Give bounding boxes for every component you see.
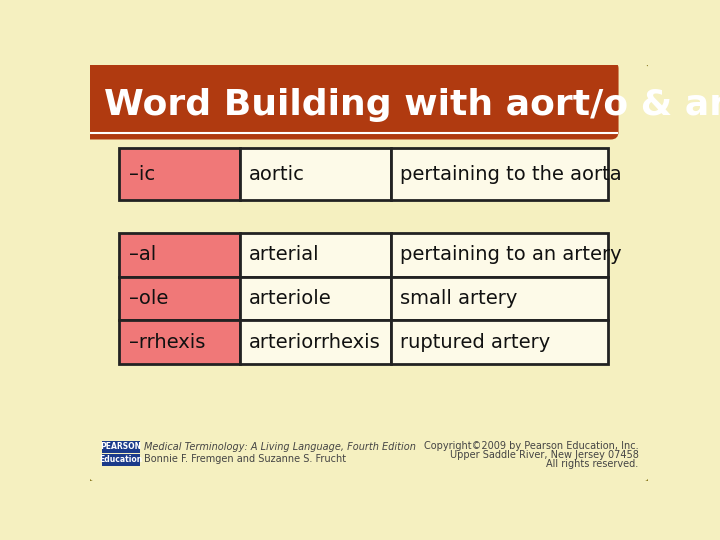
Bar xyxy=(391,320,608,364)
Text: Medical Terminology: A Living Language, Fourth Edition: Medical Terminology: A Living Language, … xyxy=(144,442,416,453)
Text: Upper Saddle River, New Jersey 07458: Upper Saddle River, New Jersey 07458 xyxy=(450,450,639,460)
Bar xyxy=(120,276,240,320)
Bar xyxy=(240,148,391,200)
FancyBboxPatch shape xyxy=(87,62,651,484)
Text: arteriorrhexis: arteriorrhexis xyxy=(249,333,381,352)
Text: All rights reserved.: All rights reserved. xyxy=(546,460,639,469)
Text: arteriole: arteriole xyxy=(249,289,332,308)
Text: PEARSON: PEARSON xyxy=(100,442,142,451)
Bar xyxy=(391,148,608,200)
Bar xyxy=(240,233,391,276)
Text: –ic: –ic xyxy=(129,165,155,184)
Bar xyxy=(391,233,608,276)
Text: pertaining to the aorta: pertaining to the aorta xyxy=(400,165,621,184)
Text: Bonnie F. Fremgen and Suzanne S. Frucht: Bonnie F. Fremgen and Suzanne S. Frucht xyxy=(144,454,346,464)
Bar xyxy=(120,148,240,200)
Text: pertaining to an artery: pertaining to an artery xyxy=(400,245,621,264)
Text: ruptured artery: ruptured artery xyxy=(400,333,550,352)
Bar xyxy=(102,454,140,466)
Text: Word Building with aort/o & arteri/o: Word Building with aort/o & arteri/o xyxy=(104,88,720,122)
FancyBboxPatch shape xyxy=(82,61,618,139)
Bar xyxy=(120,233,240,276)
Bar xyxy=(102,441,140,453)
Text: aortic: aortic xyxy=(249,165,305,184)
Text: Copyright©2009 by Pearson Education, Inc.: Copyright©2009 by Pearson Education, Inc… xyxy=(424,441,639,451)
Text: arterial: arterial xyxy=(249,245,320,264)
Bar xyxy=(391,276,608,320)
Text: Education: Education xyxy=(99,455,143,464)
Bar xyxy=(120,320,240,364)
Bar xyxy=(240,320,391,364)
Text: –rrhexis: –rrhexis xyxy=(129,333,205,352)
Text: –al: –al xyxy=(129,245,156,264)
Text: –ole: –ole xyxy=(129,289,168,308)
Bar xyxy=(240,276,391,320)
Text: small artery: small artery xyxy=(400,289,518,308)
